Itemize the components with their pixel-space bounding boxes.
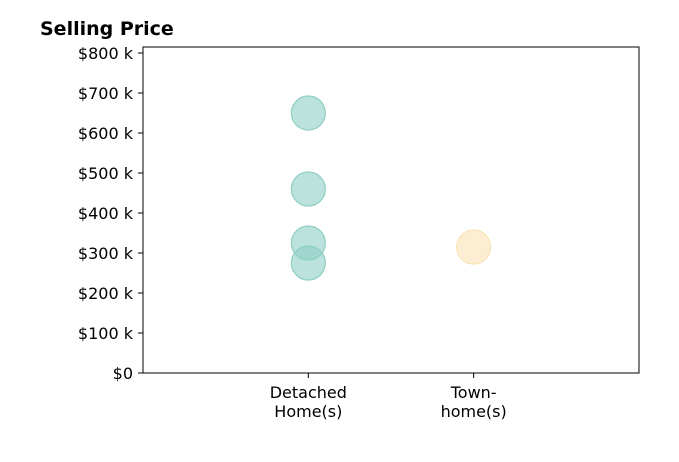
y-tick-label: $400 k (78, 204, 134, 223)
data-points (290, 95, 492, 281)
y-tick-label: $300 k (78, 244, 134, 263)
y-tick-label: $100 k (78, 324, 134, 343)
data-point (290, 95, 326, 131)
data-point (290, 245, 326, 281)
y-tick-label: $500 k (78, 164, 134, 183)
x-tick-label: Detached Home(s) (270, 383, 347, 421)
x-tick-label: Town-home(s) (441, 383, 507, 421)
y-tick-label: $200 k (78, 284, 134, 303)
data-point (290, 171, 326, 207)
y-tick-label: $700 k (78, 84, 134, 103)
x-axis: Detached Home(s) Town-home(s) (270, 373, 507, 421)
y-axis: $0 $100 k $200 k $300 k $400 k $500 k $600 k $7… (78, 44, 143, 383)
plot-frame (142, 46, 640, 374)
y-tick-label: $800 k (78, 44, 134, 63)
y-tick-label: $600 k (78, 124, 134, 143)
data-point (456, 229, 492, 265)
y-tick-label: $0 (113, 364, 133, 383)
chart-title: Selling Price (40, 18, 174, 40)
